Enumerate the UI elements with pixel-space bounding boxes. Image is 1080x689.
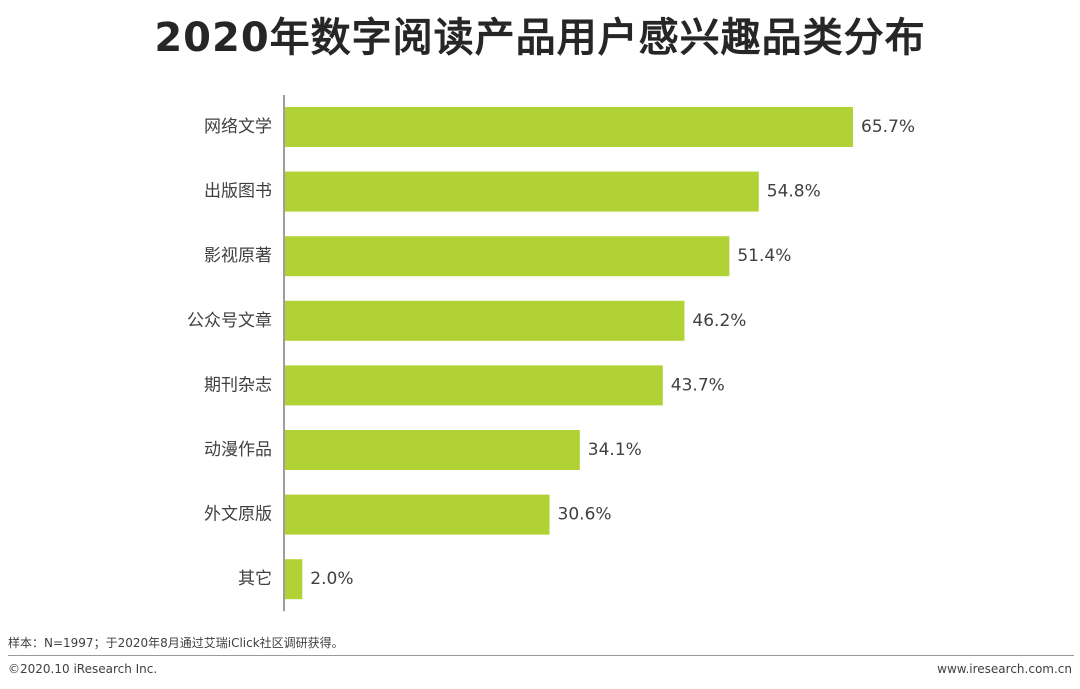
value-label: 51.4% bbox=[737, 246, 791, 266]
category-label: 影视原著 bbox=[204, 246, 272, 266]
value-label: 46.2% bbox=[692, 311, 746, 331]
bar bbox=[285, 300, 685, 341]
website-url: www.iresearch.com.cn bbox=[937, 662, 1072, 676]
category-label: 动漫作品 bbox=[204, 440, 272, 460]
value-label: 30.6% bbox=[558, 505, 612, 525]
category-label: 其它 bbox=[238, 569, 272, 589]
bar bbox=[285, 236, 730, 277]
category-label: 期刊杂志 bbox=[204, 375, 272, 395]
bar-chart: 网络文学 65.7% 出版图书 54.8% 影视原著 51.4% 公众号文章 46.2% 期刊杂… bbox=[187, 95, 915, 612]
bar bbox=[285, 171, 759, 212]
bar bbox=[285, 107, 853, 147]
value-label: 54.8% bbox=[767, 182, 821, 202]
category-label: 外文原版 bbox=[204, 505, 272, 525]
category-label: 网络文学 bbox=[204, 117, 272, 137]
value-label: 2.0% bbox=[310, 569, 353, 589]
category-label: 出版图书 bbox=[204, 182, 272, 202]
copyright-text: ©2020.10 iResearch Inc. bbox=[8, 662, 158, 676]
sample-footnote: 样本：N=1997；于2020年8月通过艾瑞iClick社区调研获得。 bbox=[8, 636, 344, 650]
bar bbox=[285, 494, 550, 535]
bar bbox=[285, 365, 663, 406]
value-label: 65.7% bbox=[861, 117, 915, 137]
bar bbox=[285, 559, 303, 600]
value-label: 34.1% bbox=[588, 440, 642, 460]
bar bbox=[285, 430, 580, 470]
category-label: 公众号文章 bbox=[187, 311, 272, 331]
chart-title: 2020年数字阅读产品用户感兴趣品类分布 bbox=[154, 15, 926, 61]
footer-divider bbox=[8, 655, 1074, 656]
value-label: 43.7% bbox=[671, 375, 725, 395]
